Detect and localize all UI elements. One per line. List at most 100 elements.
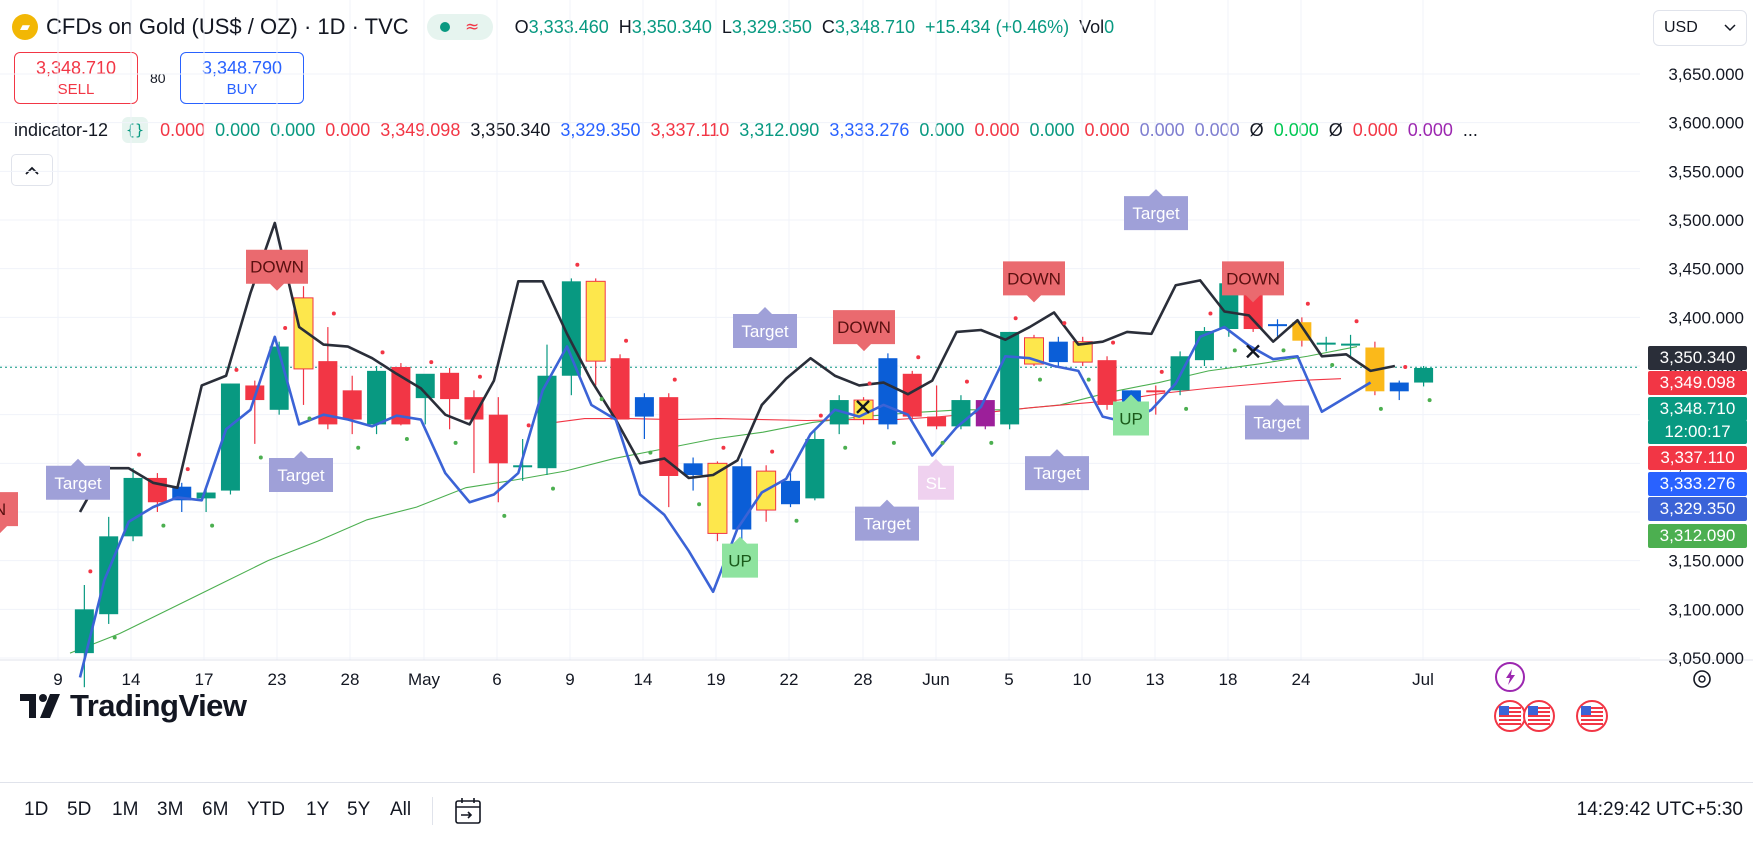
flag-stripe	[1528, 711, 1550, 713]
signal-label-text: UP	[728, 552, 752, 571]
indicator-value: 0.000	[215, 119, 261, 140]
signal-dot-red	[818, 413, 823, 418]
candle-body	[415, 373, 435, 399]
currency-select[interactable]: USD	[1653, 10, 1747, 46]
signal-dot-red	[283, 326, 288, 331]
price-axis-label: 3,050.000	[1668, 649, 1744, 668]
change-value: +15.434 (+0.46%)	[925, 16, 1070, 37]
signal-label-box	[1025, 449, 1089, 491]
candle-body	[1097, 360, 1117, 405]
range-1d-button[interactable]: 1D	[24, 799, 49, 820]
signal-dot-green	[551, 486, 555, 491]
candle-body	[975, 400, 995, 427]
calendar-goto-icon[interactable]	[452, 795, 484, 827]
flag-canton	[1581, 706, 1591, 715]
volume-label: Vol	[1079, 16, 1105, 37]
candle-body	[488, 414, 508, 464]
date-axis-label: 14	[634, 670, 653, 689]
signal-dot-red	[867, 381, 872, 386]
chart-header: ▰ CFDs on Gold (US$ / OZ) · 1D · TVC ≈ O…	[12, 10, 1114, 44]
indicator-value: 0.000	[1029, 119, 1075, 140]
signal-label-box	[1113, 394, 1149, 436]
range-3m-button[interactable]: 3M	[157, 799, 184, 820]
signal-dot-green	[161, 523, 166, 528]
upper-band-line	[78, 221, 1396, 513]
signal-label-box	[1003, 261, 1065, 303]
indicator-value: ...	[1462, 119, 1478, 140]
signal-label-box	[833, 310, 895, 352]
date-axis-label: 13	[1146, 670, 1165, 689]
symbol-title[interactable]: CFDs on Gold (US$ / OZ) · 1D · TVC	[46, 14, 409, 39]
signal-dot-red	[672, 377, 677, 382]
range-1y-button[interactable]: 1Y	[306, 799, 330, 820]
indicator-value: 0.000	[1273, 119, 1319, 140]
market-status-pill[interactable]: ≈	[426, 14, 493, 40]
price-scale-tag: 3,350.340	[1648, 346, 1747, 370]
cross-marker	[1246, 344, 1260, 359]
signal-dot-red	[477, 374, 482, 379]
signal-label-text: Target	[1132, 204, 1180, 223]
buy-button[interactable]: 3,348.790 BUY	[180, 52, 304, 104]
range-ytd-button[interactable]: YTD	[247, 799, 285, 820]
signal-label-text: DOWN	[250, 258, 304, 277]
close-label: C	[821, 16, 835, 37]
candle-body	[513, 465, 533, 468]
signal-label-box	[722, 536, 758, 578]
signal-label-box	[0, 492, 18, 534]
signal-dot-green	[1427, 398, 1432, 403]
collapse-legend-button[interactable]	[11, 154, 53, 186]
flag-stripe	[1499, 715, 1521, 717]
candle-body	[220, 383, 240, 491]
price-axis-label: 3,500.000	[1668, 211, 1744, 230]
signal-dot-green	[502, 513, 507, 518]
price-chart[interactable]: DOWN Target Target Target DOWN UP Target SL DOWN…	[0, 0, 1753, 782]
low-label: L	[721, 16, 732, 37]
candle-body	[902, 373, 922, 417]
date-axis-label: 14	[122, 670, 141, 689]
market-open-dot-icon	[440, 22, 451, 32]
signal-dot-red	[721, 445, 726, 450]
signal-dot-green	[356, 445, 361, 450]
signal-dot-red	[137, 452, 142, 457]
indicator-value: Ø	[1249, 119, 1264, 140]
ma-green-line	[69, 345, 1358, 654]
flag-stripe	[1581, 707, 1603, 709]
range-1m-button[interactable]: 1M	[112, 799, 139, 820]
indicator-value: 0.000	[1084, 119, 1130, 140]
price-scale-tag: 3,349.098	[1648, 371, 1747, 395]
candle-body	[1389, 382, 1409, 392]
signal-dot-red	[234, 367, 239, 372]
range-5y-button[interactable]: 5Y	[347, 799, 371, 820]
date-axis-label: 28	[341, 670, 360, 689]
utc-clock[interactable]: 14:29:42 UTC+5:30	[1576, 799, 1743, 820]
sell-button[interactable]: 3,348.710 SELL	[14, 52, 138, 104]
range-5d-button[interactable]: 5D	[67, 799, 92, 820]
high-label: H	[618, 16, 632, 37]
signal-label-text: DOWN	[1226, 269, 1280, 288]
range-all-button[interactable]: All	[390, 799, 412, 820]
signal-dot-green	[258, 455, 263, 460]
price-axis-label: 3,400.000	[1668, 308, 1744, 327]
signal-dot-red	[1111, 340, 1116, 345]
indicator-name[interactable]: indicator-12	[14, 119, 109, 140]
signal-dot-green	[940, 440, 945, 445]
indicator-legend: indicator-12 {} 0.000 0.000 0.000 0.000 3,34…	[14, 117, 1478, 143]
signal-label-box	[269, 451, 333, 493]
gear-icon[interactable]	[1693, 670, 1711, 688]
flag-canton	[1528, 706, 1538, 715]
candle-body	[1414, 367, 1434, 383]
candle-body	[878, 358, 898, 425]
flag-stripe	[1499, 711, 1521, 713]
candle-body	[196, 492, 216, 499]
candle-body	[1341, 343, 1361, 346]
flag-stripe	[1581, 711, 1603, 713]
signal-dot-green	[891, 440, 896, 445]
signal-dot-green	[210, 523, 215, 528]
flag-stripe	[1499, 719, 1521, 721]
indicator-value: 3,333.276	[829, 119, 910, 140]
signal-label-box	[46, 458, 110, 500]
range-6m-button[interactable]: 6M	[202, 799, 229, 820]
candle-body	[585, 280, 606, 362]
flag-stripe	[1581, 723, 1603, 725]
price-axis-label: 3,100.000	[1668, 600, 1744, 619]
